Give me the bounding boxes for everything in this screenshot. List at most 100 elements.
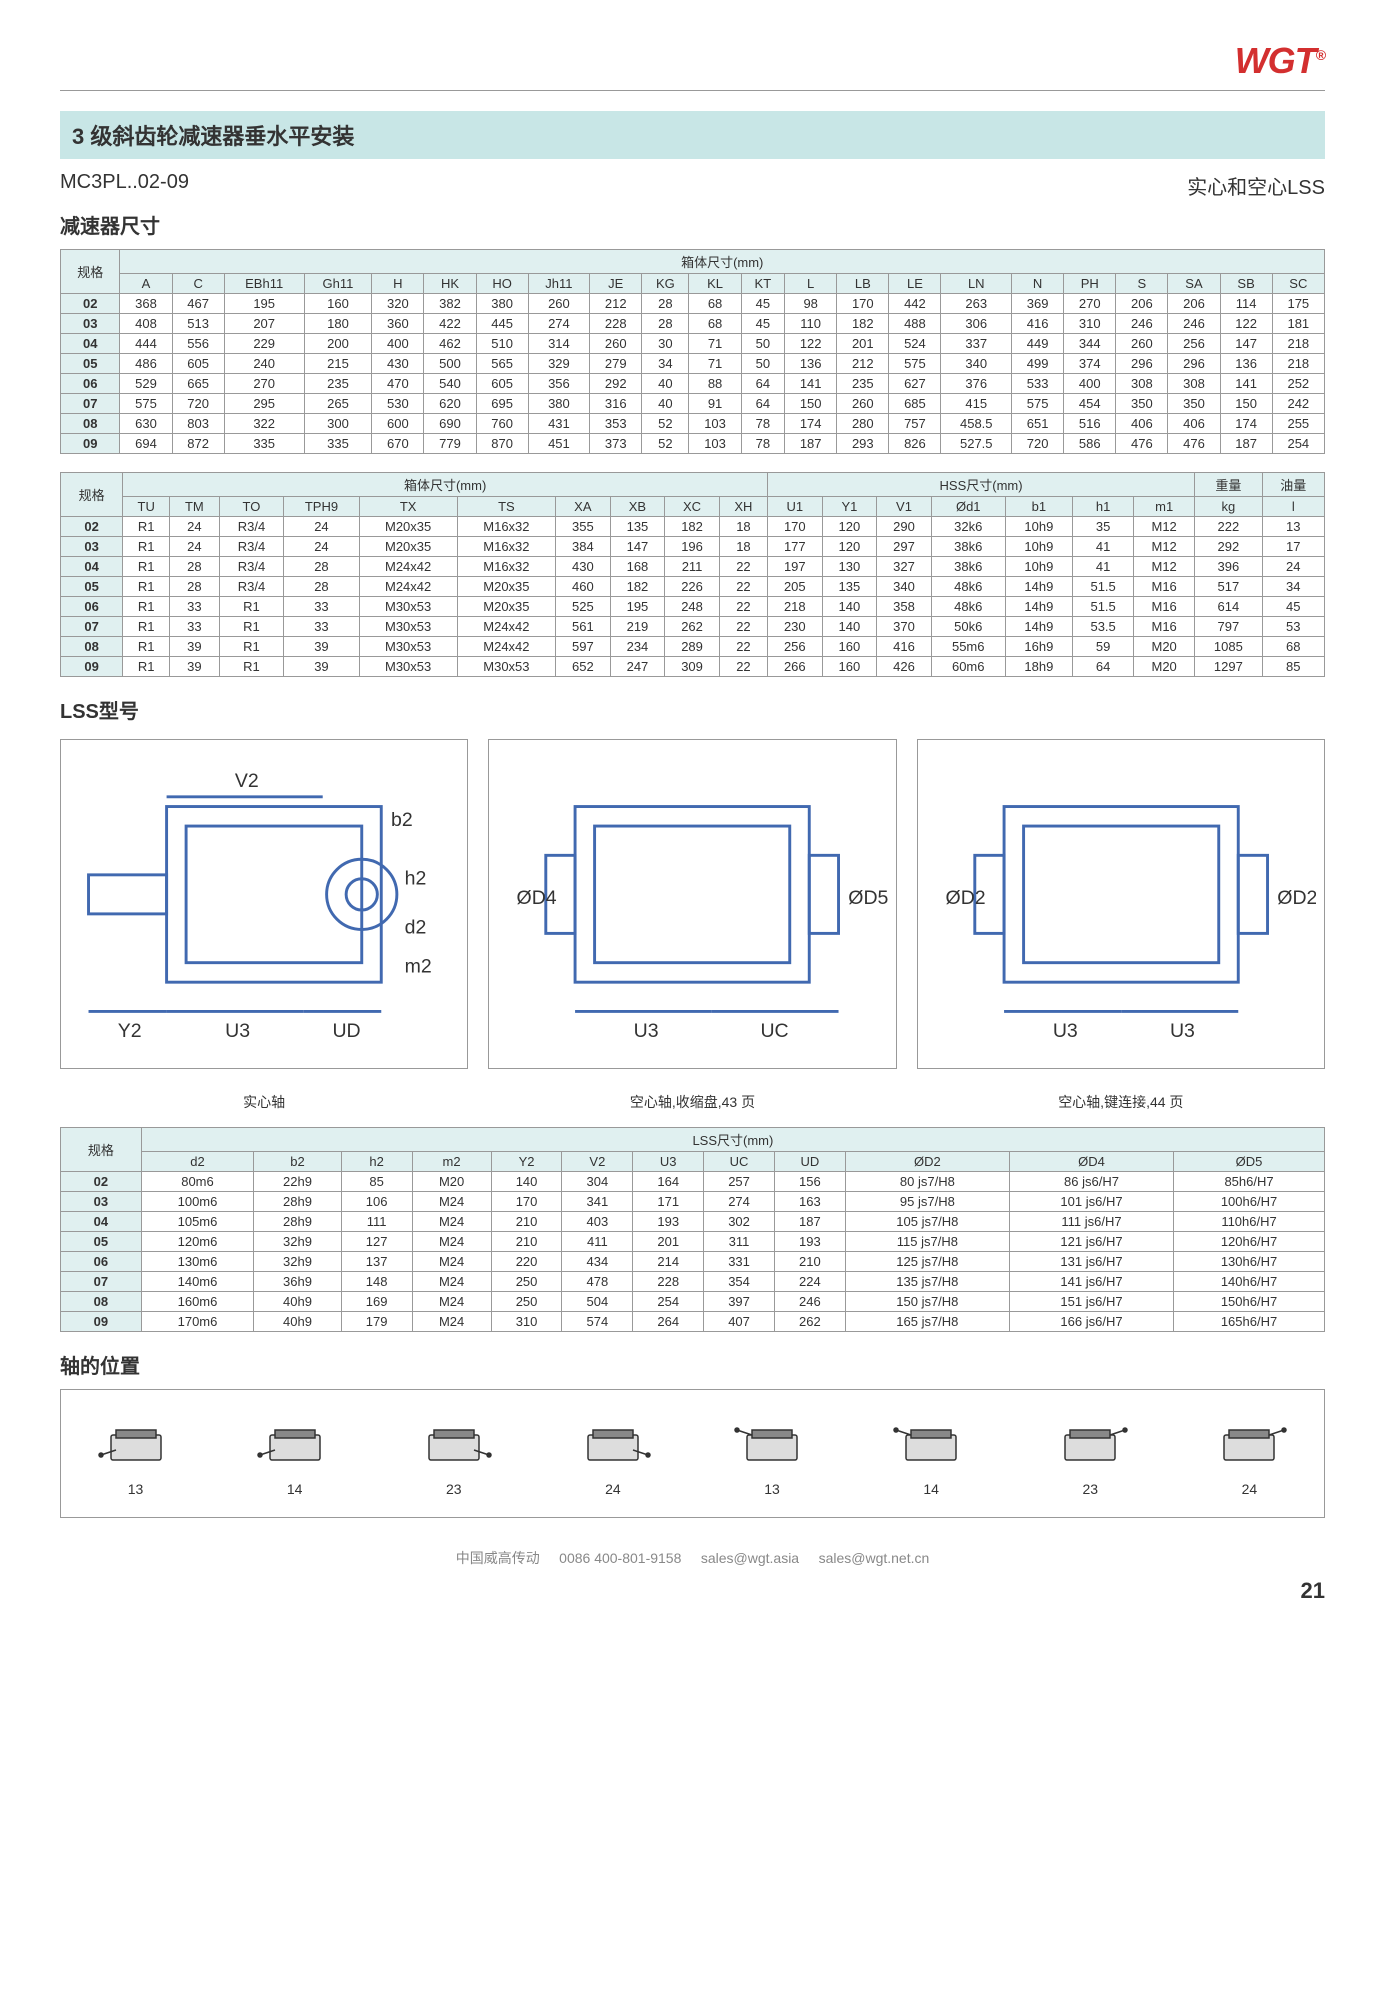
table-row: 04105m628h9111M24210403193302187105 js7/…	[61, 1212, 1325, 1232]
col-header: ØD2	[845, 1152, 1009, 1172]
table-row: 09170m640h9179M24310574264407262165 js7/…	[61, 1312, 1325, 1332]
col-header: SA	[1168, 274, 1220, 294]
col-header: b2	[254, 1152, 341, 1172]
col-header: KG	[642, 274, 689, 294]
col-header: KT	[741, 274, 785, 294]
col-header: PH	[1064, 274, 1116, 294]
col-header: V2	[562, 1152, 633, 1172]
svg-text:UD: UD	[332, 1020, 360, 1042]
col-header: S	[1116, 274, 1168, 294]
spec-header: 规格	[61, 250, 120, 294]
dimension-heading: 减速器尺寸	[60, 210, 1325, 239]
svg-text:U3: U3	[1053, 1020, 1078, 1042]
col-header: V1	[877, 497, 932, 517]
svg-text:V2: V2	[235, 770, 259, 792]
page-number: 21	[60, 1578, 1325, 1604]
shaft-position-item: 14	[250, 1410, 340, 1497]
brand-logo: WGT®	[60, 40, 1325, 82]
col-header: LN	[941, 274, 1012, 294]
col-header: TU	[123, 497, 170, 517]
col-header: Gh11	[304, 274, 372, 294]
diagram-label-3: 空心轴,键连接,44 页	[917, 1092, 1325, 1112]
col-header: L	[785, 274, 837, 294]
table-row: 0863080332230060069076043135352103781742…	[61, 414, 1325, 434]
diagram-hollow-shrink: ØD4 ØD5 U3 UC	[488, 739, 896, 1069]
lss-dimensions-table: 规格LSS尺寸(mm) d2b2h2m2Y2V2U3UCUDØD2ØD4ØD5 …	[60, 1127, 1325, 1332]
lss-heading: LSS型号	[60, 695, 1325, 724]
col-header: H	[372, 274, 424, 294]
table-row: 05R128R3/428M24x42M20x354601822262220513…	[61, 577, 1325, 597]
col-header: U1	[767, 497, 822, 517]
shaft-position-item: 13	[91, 1410, 181, 1497]
svg-text:m2: m2	[405, 955, 432, 977]
col-header: N	[1012, 274, 1064, 294]
svg-text:ØD5: ØD5	[849, 887, 888, 909]
svg-text:U3: U3	[634, 1020, 659, 1042]
shaft-position-item: 24	[568, 1410, 658, 1497]
col-header: TO	[219, 497, 284, 517]
table-row: 0652966527023547054060535629240886414123…	[61, 374, 1325, 394]
col-header: kg	[1195, 497, 1262, 517]
col-header: h1	[1073, 497, 1134, 517]
col-header: ØD5	[1174, 1152, 1325, 1172]
table-row: 0444455622920040046251031426030715012220…	[61, 334, 1325, 354]
table-row: 06130m632h9137M24220434214331210125 js7/…	[61, 1252, 1325, 1272]
table-row: 0340851320718036042244527422828684511018…	[61, 314, 1325, 334]
table-row: 03100m628h9106M2417034117127416395 js7/H…	[61, 1192, 1325, 1212]
table-row: 03R124R3/424M20x35M16x323841471961817712…	[61, 537, 1325, 557]
diagram-label-2: 空心轴,收缩盘,43 页	[488, 1092, 896, 1112]
col-header: Y1	[822, 497, 877, 517]
lss-type-label: 实心和空心LSS	[1187, 171, 1325, 200]
col-header: SB	[1220, 274, 1272, 294]
col-header: LE	[889, 274, 941, 294]
svg-text:h2: h2	[405, 868, 427, 890]
svg-text:Y2: Y2	[118, 1020, 142, 1042]
dimensions-table-2: 规格 箱体尺寸(mm) HSS尺寸(mm) 重量 油量 TUTMTOTPH9TX…	[60, 472, 1325, 677]
table-row: 06R133R133M30x53M20x35525195248222181403…	[61, 597, 1325, 617]
shaft-position-item: 13	[727, 1410, 817, 1497]
diagram-label-1: 实心轴	[60, 1092, 468, 1112]
col-header: UD	[774, 1152, 845, 1172]
table-row: 0757572029526553062069538031640916415026…	[61, 394, 1325, 414]
model-code: MC3PL..02-09	[60, 171, 189, 200]
page-footer: 中国威高传动 0086 400-801-9158 sales@wgt.asia …	[60, 1548, 1325, 1568]
shaft-position-heading: 轴的位置	[60, 1350, 1325, 1379]
col-header: A	[120, 274, 172, 294]
svg-text:ØD4: ØD4	[517, 887, 557, 909]
col-header: m1	[1134, 497, 1195, 517]
col-header: XC	[665, 497, 720, 517]
dimensions-table-1: 规格箱体尺寸(mm) ACEBh11Gh11HHKHOJh11JEKGKLKTL…	[60, 249, 1325, 454]
col-header: XH	[719, 497, 767, 517]
shaft-position-item: 14	[886, 1410, 976, 1497]
svg-text:d2: d2	[405, 916, 427, 938]
table-row: 05120m632h9127M24210411201311193115 js7/…	[61, 1232, 1325, 1252]
col-header: KL	[689, 274, 741, 294]
col-header: ØD4	[1009, 1152, 1173, 1172]
shaft-position-item: 23	[409, 1410, 499, 1497]
col-header: JE	[590, 274, 642, 294]
svg-text:U3: U3	[225, 1020, 250, 1042]
col-header: Jh11	[528, 274, 590, 294]
shaft-position-item: 24	[1204, 1410, 1294, 1497]
svg-text:UC: UC	[761, 1020, 789, 1042]
table-row: 04R128R3/428M24x42M16x324301682112219713…	[61, 557, 1325, 577]
table-row: 02R124R3/424M20x35M16x323551351821817012…	[61, 517, 1325, 537]
shaft-position-item: 23	[1045, 1410, 1135, 1497]
group-header: 箱体尺寸(mm)	[120, 250, 1325, 274]
top-divider	[60, 90, 1325, 91]
col-header: TX	[359, 497, 457, 517]
shaft-position-row: 13 14 23 24 13 14 23 24	[60, 1389, 1325, 1518]
col-header: XA	[556, 497, 611, 517]
table-row: 07140m636h9148M24250478228354224135 js7/…	[61, 1272, 1325, 1292]
col-header: TM	[170, 497, 219, 517]
diagram-row: V2 b2 h2 d2 m2 Y2 U3 UD ØD4 ØD5 U3 UC	[60, 739, 1325, 1069]
section-heading: 3 级斜齿轮减速器垂水平安装	[60, 111, 1325, 159]
table-row: 08R139R139M30x53M24x42597234289222561604…	[61, 637, 1325, 657]
col-header: HO	[476, 274, 528, 294]
diagram-solid-shaft: V2 b2 h2 d2 m2 Y2 U3 UD	[60, 739, 468, 1069]
svg-text:ØD2: ØD2	[945, 887, 985, 909]
table-row: 08160m640h9169M24250504254397246150 js7/…	[61, 1292, 1325, 1312]
col-header: b1	[1005, 497, 1072, 517]
table-row: 0969487233533567077987045137352103781872…	[61, 434, 1325, 454]
col-header: l	[1262, 497, 1324, 517]
